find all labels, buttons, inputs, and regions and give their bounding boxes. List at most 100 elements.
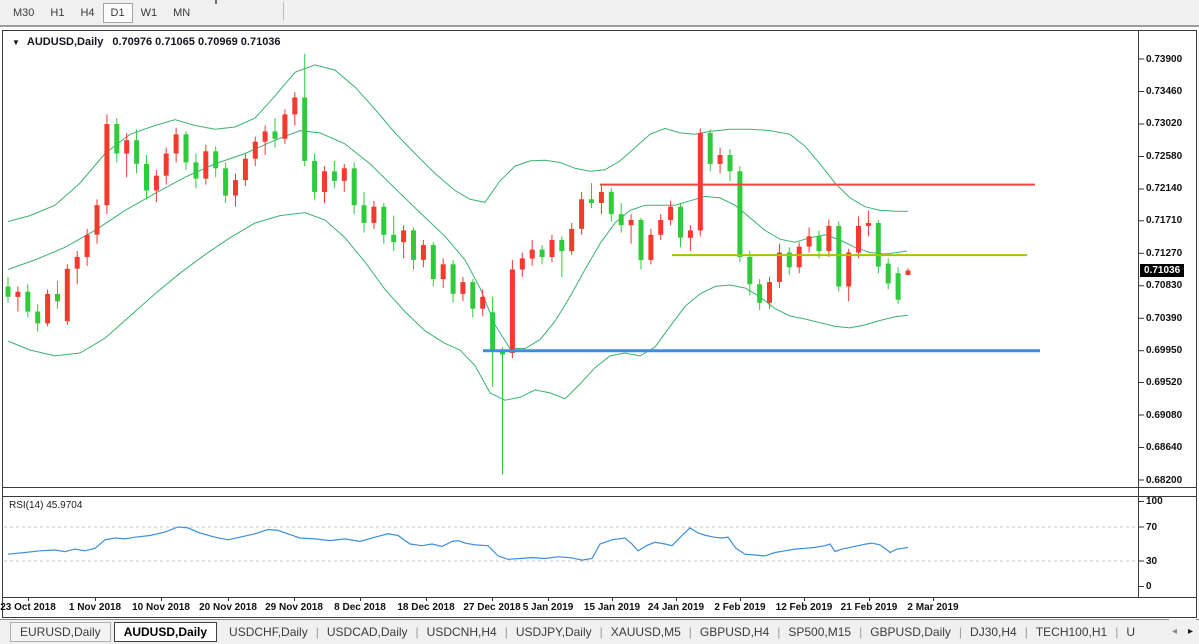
candle-body [608,191,614,215]
timeframe-button-h1[interactable]: H1 [50,7,65,19]
tab-separator: | [315,625,319,639]
candle-body [341,168,347,181]
candle-body [747,256,753,285]
candle-body [618,214,624,226]
timeframe-button-h4[interactable]: H4 [80,7,95,19]
tab-separator: | [1115,625,1119,639]
rsi-line [7,526,909,561]
tab-gbpusd-daily[interactable]: GBPUSD,Daily [870,625,951,639]
chart-tab-bar: EURUSD,Daily AUDUSD,Daily USDCHF,Daily | USD… [0,619,1199,644]
candle-body [252,141,258,159]
candle-body [865,223,871,226]
candle-body [262,131,268,142]
candle-body [203,151,209,179]
price-axis-label: 0.72580 [1146,151,1183,162]
tab-audusd-daily[interactable]: AUDUSD,Daily [113,622,218,642]
candle-body [440,264,446,280]
candle-body [678,206,683,238]
tab-scroll-arrows: ◂ ▸ [1168,619,1196,644]
tab-gbpusd-h4[interactable]: GBPUSD,H4 [699,625,770,639]
candle-body [856,225,861,253]
tab-separator: | [415,625,419,639]
candle-body [213,151,219,169]
candle-body [74,256,80,269]
bollinger-lower-band [7,212,909,401]
timeframe-button-m30[interactable]: M30 [13,7,35,19]
price-axis-label: 0.73020 [1146,118,1183,129]
time-axis-label: 29 Nov 2018 [265,602,323,613]
candle-body [717,155,723,164]
candle-body [668,206,674,220]
time-axis-label: 12 Feb 2019 [775,602,833,613]
bollinger-upper-band [7,64,908,222]
candle-body [737,171,743,257]
candle-body [233,180,238,196]
timeframe-button-d1[interactable]: D1 [102,3,133,23]
rsi-axis-label: 100 [1146,496,1163,507]
tab-dj30-h4[interactable]: DJ30,H4 [970,625,1017,639]
candle-body [500,351,505,355]
candle-body [84,234,90,257]
tab-scroll-left-icon[interactable]: ◂ [1171,626,1177,637]
candle-body [549,240,555,257]
candle-body [15,291,21,297]
tab-usdcad-daily[interactable]: USDCAD,Daily [326,625,408,639]
candle-body [529,249,535,259]
candle-body [272,131,278,139]
candle-body [104,124,110,206]
candle-body [420,245,426,260]
candle-body [846,252,852,287]
time-axis-label: 1 Nov 2018 [68,602,122,613]
candle-body [144,163,149,191]
chart-tabs: EURUSD,Daily AUDUSD,Daily USDCHF,Daily | USD… [10,622,1144,642]
time-axis-label: 8 Dec 2018 [334,602,386,613]
tab-eurusd-daily[interactable]: EURUSD,Daily [10,622,111,642]
price-axis-label: 0.68200 [1146,475,1183,486]
candle-body [351,168,357,206]
time-axis-label: 20 Nov 2018 [199,602,257,613]
candle-body [628,220,634,226]
candle-body [885,263,891,284]
timeframe-button-mn[interactable]: MN [173,7,191,19]
tab-tech100-h1[interactable]: TECH100,H1 [1035,625,1108,639]
price-axis-label: 0.73900 [1146,54,1183,65]
timeframe-button-w1[interactable]: W1 [140,7,158,19]
tab-sp500-m15[interactable]: SP500,M15 [788,625,852,639]
candle-body [94,205,100,235]
time-axis-label: 10 Nov 2018 [132,602,190,613]
candle-body [35,311,41,324]
tab-separator: | [777,625,781,639]
tab-u[interactable]: U [1126,625,1136,639]
tab-separator: | [958,625,963,639]
tab-usdchf-daily[interactable]: USDCHF,Daily [229,625,308,639]
candle-body [796,246,802,268]
rsi-axis-label: 70 [1146,522,1158,533]
candle-body [826,225,832,251]
candle-body [64,268,70,322]
candle-body [569,228,575,252]
candle-body [282,114,288,139]
candle-body [727,155,733,172]
candle-body [124,140,130,154]
tab-xauusd-m5[interactable]: XAUUSD,M5 [610,625,681,639]
price-axis-label: 0.69950 [1146,345,1183,356]
candle-body [519,258,525,270]
price-axis-label: 0.72140 [1146,183,1183,194]
candle-body [193,162,199,179]
tab-usdjpy-daily[interactable]: USDJPY,Daily [515,625,592,639]
tab-scroll-right-icon[interactable]: ▸ [1187,626,1193,637]
rsi-indicator-label: RSI(14) 45.9704 [9,500,82,511]
price-axis-label: 0.70390 [1146,313,1183,324]
candle-body [697,132,703,231]
candle-body [589,199,594,203]
candle-body [163,153,169,176]
tab-usdcnh-h4[interactable]: USDCNH,H4 [426,625,497,639]
candle-body [153,175,159,191]
price-axis-label: 0.73460 [1146,86,1183,97]
candle-body [55,293,60,302]
time-axis-label: 21 Feb 2019 [840,602,898,613]
candle-body [331,171,337,181]
candle-body [430,245,436,280]
time-axis-label: 18 Dec 2018 [397,602,455,613]
